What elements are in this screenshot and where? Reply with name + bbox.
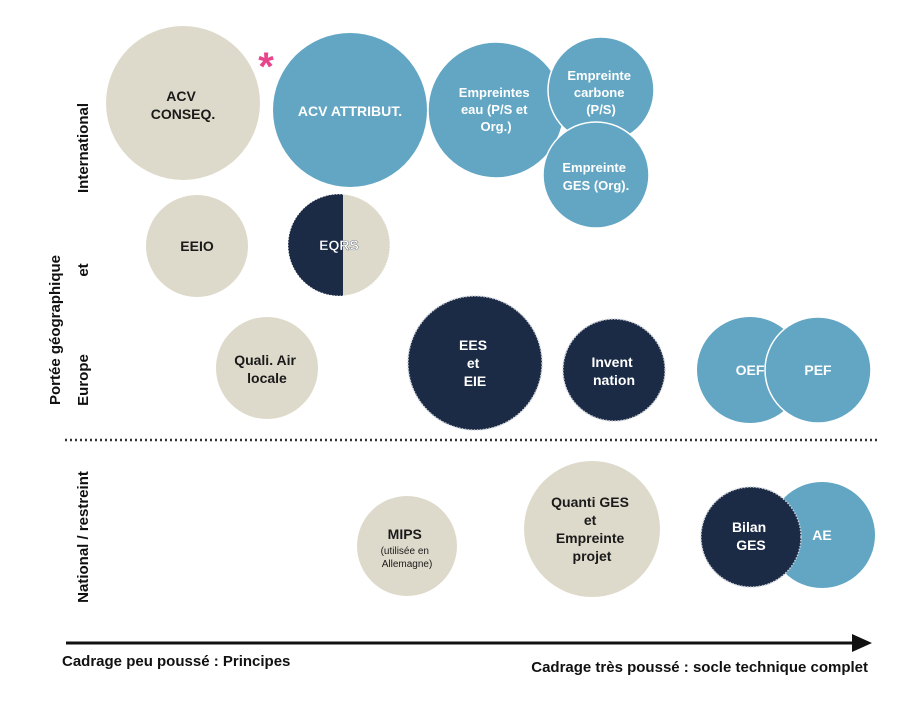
bubble-eqrs: EQRS [287,193,391,297]
bubble-acv-conseq: ACV CONSEQ. [106,26,260,180]
bubble-eqrs-right-half [343,194,390,296]
bubble-quali-air-circle [216,317,318,419]
svg-text:Quali. Air locale: Quali. Air locale [234,352,300,386]
bubble-quanti-ges-line4: projet [573,548,612,564]
bubble-empreinte-ges: Empreinte GES (Org). [542,121,650,229]
x-axis-left-label: Cadrage peu poussé : Principes [62,653,290,670]
bubble-ae: AE [769,482,875,588]
bubble-bilan-ges-circle [700,486,802,588]
bubble-invent-nation-circle [562,318,666,422]
x-axis-right-label: Cadrage très poussé : socle technique co… [531,659,868,676]
svg-text:Quanti GES et Empr: Quanti GES et Empreinte projet [551,494,633,564]
bubble-mips-line2: (utilisée en [381,546,429,557]
bubble-quali-air: Quali. Air locale [216,317,318,419]
bubble-mips-circle [357,496,457,596]
svg-text:Bilan GES: Bilan GES [732,519,770,553]
bubble-pef-circle [764,316,872,424]
bubble-quanti-ges-line3: Empreinte [556,530,625,546]
bubble-bilan-ges-line2: GES [736,537,766,553]
bubble-empreinte-ges-line1: Empreinte [562,160,626,175]
bubble-empreinte-carbone: Empreinte carbone (P/S) [547,36,655,144]
bubble-eeio-line1: EEIO [180,238,214,254]
svg-text:PEF: PEF [804,362,832,378]
bubble-quanti-ges: Quanti GES et Empreinte projet [524,461,660,597]
svg-text:Invent nation: Invent nation [591,354,636,388]
svg-text:Empreinte carbone: Empreinte carbone (P/S) [567,68,634,117]
asterisk-marker: * [258,45,274,89]
bubble-empreinte-carbone-line3: (P/S) [586,102,616,117]
bubble-eeio: EEIO [146,195,248,297]
bubble-empreintes-eau: Empreintes eau (P/S et Org.) [427,41,565,179]
svg-text:Empreinte GES (Org).: Empreinte GES (Org). [562,160,629,193]
bubble-acv-conseq-line1: ACV [166,88,196,104]
svg-text:Empreintes eau (P/S et: Empreintes eau (P/S et Org.) [459,85,533,134]
bubble-mips: MIPS (utilisée en Allemagne) [357,496,457,596]
bubble-invent-nation-line2: nation [593,372,635,388]
bubble-quali-air-line2: locale [247,370,287,386]
bubble-ees-eie-circle [407,295,543,431]
bubble-quanti-ges-line2: et [584,512,597,528]
bubble-eqrs-outline [287,193,391,297]
svg-text:ACV ATTRIBUT.: ACV ATTRIBUT. [298,103,402,119]
svg-text:EQRS: EQRS [319,237,359,253]
bubble-pef-line1: PEF [804,362,832,378]
bubble-eqrs-left-half [288,194,343,296]
svg-text:EEIO: EEIO [180,238,214,254]
bubble-ees-eie: EES et EIE [407,295,543,431]
bubble-acv-attribut-circle [273,33,427,187]
bubble-ees-eie-line3: EIE [464,373,487,389]
svg-text:ACV CONSEQ.: ACV CONSEQ. [151,88,216,122]
bubble-bilan-ges: Bilan GES [700,486,802,588]
bubble-empreinte-ges-line2: GES (Org). [563,178,629,193]
bubble-quanti-ges-circle [524,461,660,597]
svg-text:MIPS (utilisée en: MIPS (utilisée en Allemagne) [381,526,434,570]
bubble-empreinte-ges-circle [542,121,650,229]
bubble-invent-nation: Invent nation [562,318,666,422]
bubble-ees-eie-line1: EES [459,337,487,353]
bubble-acv-conseq-circle [106,26,260,180]
svg-text:AE: AE [812,527,831,543]
bubble-quali-air-line1: Quali. Air [234,352,296,368]
bubble-oef-line1: OEF [736,362,765,378]
y-band-national: National / restreint [75,471,92,603]
bubble-quanti-ges-line1: Quanti GES [551,494,629,510]
bubble-empreinte-carbone-line2: carbone [574,85,625,100]
bubble-acv-attribut-line1: ACV ATTRIBUT. [298,103,402,119]
bubble-acv-conseq-line2: CONSEQ. [151,106,216,122]
bubble-eqrs-line1: EQRS [319,237,359,253]
bubble-mips-line3: Allemagne) [382,559,433,570]
svg-text:OEF: OEF [736,362,765,378]
y-band-europe: Europe [75,354,92,406]
x-axis-arrowhead [852,634,872,652]
bubble-ees-eie-line2: et [467,355,480,371]
bubble-ae-circle [769,482,875,588]
y-band-international: International [75,103,92,193]
bubble-eeio-circle [146,195,248,297]
bubble-empreintes-eau-line3: Org.) [480,119,511,134]
bubble-bilan-ges-line1: Bilan [732,519,766,535]
bubble-empreinte-carbone-line1: Empreinte [567,68,631,83]
bubble-acv-attribut: ACV ATTRIBUT. [273,33,427,187]
bubble-empreintes-eau-line1: Empreintes [459,85,530,100]
bubble-mips-line1: MIPS [388,526,422,542]
bubble-ae-line1: AE [812,527,831,543]
bubble-empreintes-eau-line2: eau (P/S et [461,102,528,117]
y-band-et: et [75,263,92,276]
svg-text:EES et EIE: EES et EIE [459,337,491,389]
bubble-invent-nation-line1: Invent [591,354,633,370]
bubble-pef: PEF [764,316,872,424]
y-axis-title: Portée géographique [47,255,64,405]
